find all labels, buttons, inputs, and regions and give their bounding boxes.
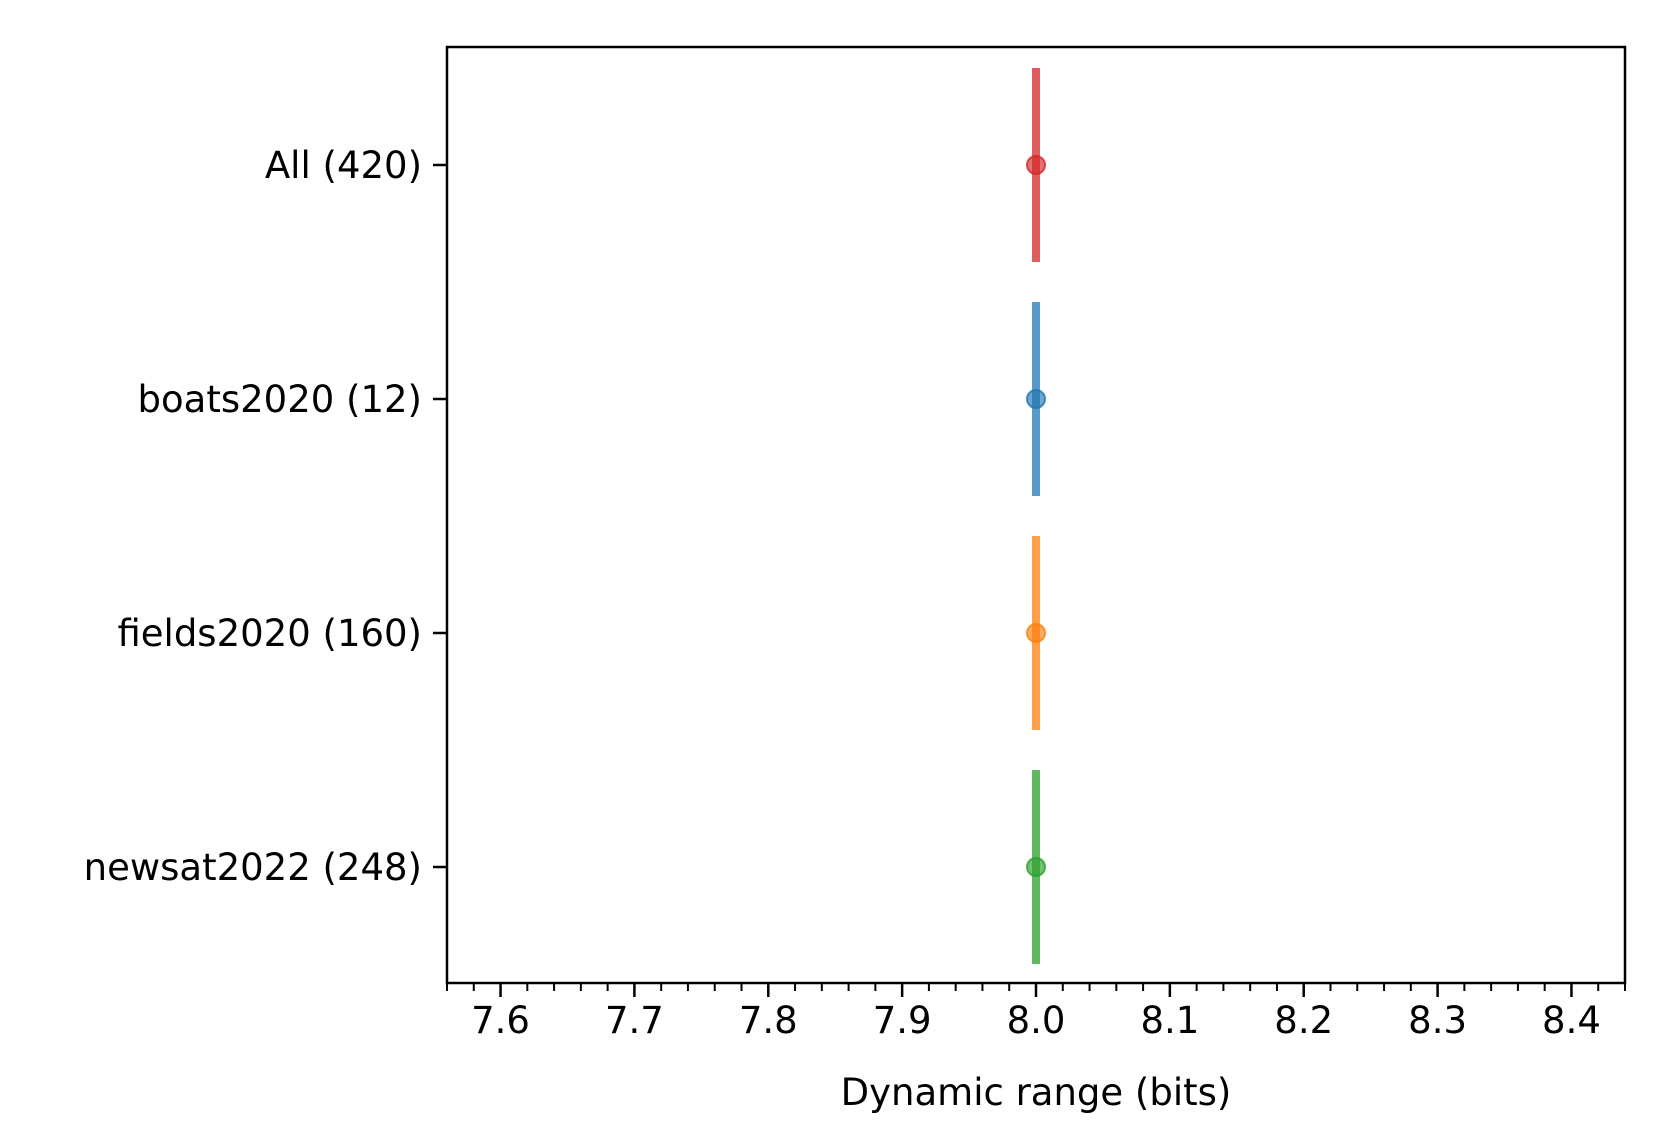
y-tick-label: fields2020 (160) <box>117 612 422 655</box>
x-axis-ticks: 7.6 7.7 7.8 7.9 8.0 8.1 8.2 8.3 8.4 <box>446 983 1626 1042</box>
x-axis-label: Dynamic range (bits) <box>841 1071 1232 1114</box>
x-tick-label: 8.1 <box>1140 999 1199 1042</box>
y-tick-label: newsat2022 (248) <box>84 846 422 889</box>
x-tick-label: 7.9 <box>873 999 932 1042</box>
x-tick-label: 8.0 <box>1007 999 1066 1042</box>
x-tick-label: 8.4 <box>1542 999 1601 1042</box>
y-tick-label: boats2020 (12) <box>138 378 422 421</box>
x-tick-label: 7.7 <box>605 999 664 1042</box>
x-tick-label: 8.3 <box>1408 999 1467 1042</box>
plot-frame <box>445 45 1627 985</box>
data-point <box>1026 389 1046 409</box>
y-axis-ticks: All (420) boats2020 (12) fields2020 (160) n… <box>84 144 447 889</box>
x-tick-label: 7.6 <box>471 999 530 1042</box>
y-tick-label: All (420) <box>265 144 422 187</box>
data-point <box>1026 155 1046 175</box>
x-tick-label: 7.8 <box>739 999 798 1042</box>
data-point <box>1026 623 1046 643</box>
plot-marks <box>1026 68 1046 964</box>
x-tick-label: 8.2 <box>1274 999 1333 1042</box>
data-point <box>1026 857 1046 877</box>
